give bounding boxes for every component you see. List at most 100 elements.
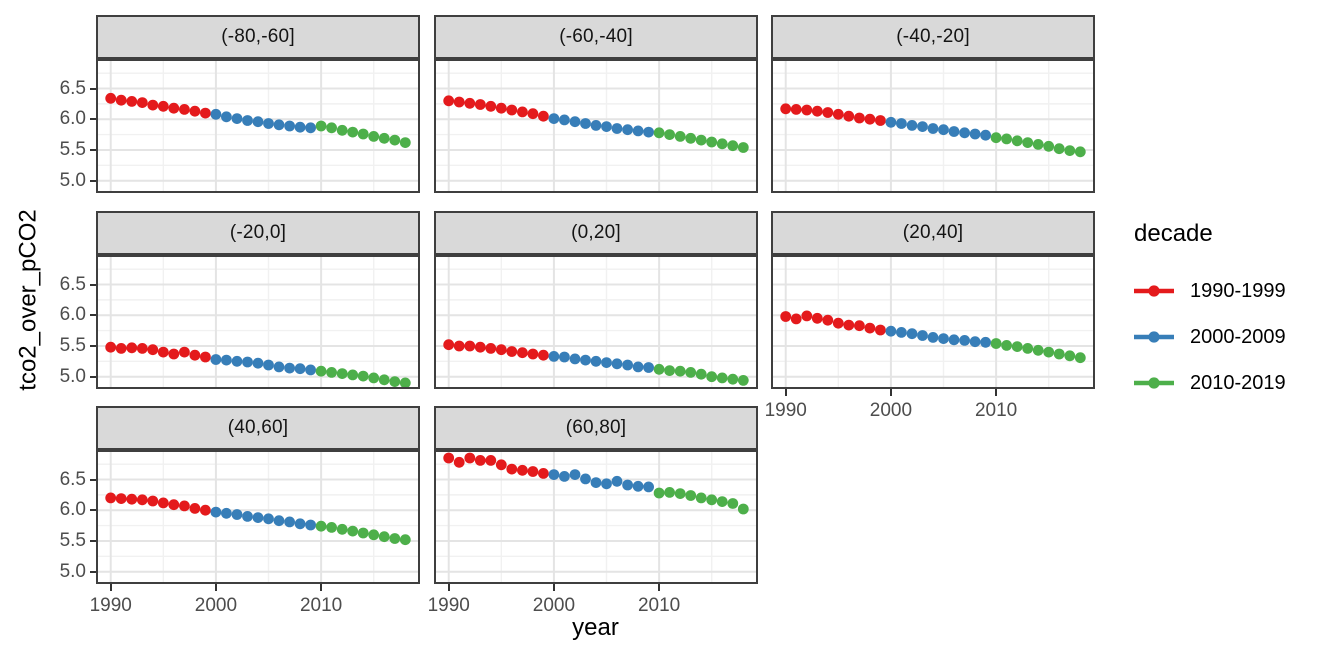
data-point xyxy=(1032,344,1044,356)
data-point xyxy=(443,452,455,464)
points-1990-1999 xyxy=(780,310,886,336)
data-point xyxy=(559,114,570,126)
y-tick-mark xyxy=(90,509,96,512)
data-point xyxy=(189,503,201,514)
data-point xyxy=(495,102,507,114)
x-tick-mark xyxy=(320,584,323,591)
facet-panel xyxy=(434,255,758,389)
points-2010-2019 xyxy=(990,338,1086,364)
data-point xyxy=(906,120,918,131)
data-point xyxy=(273,515,285,527)
data-point xyxy=(843,319,855,331)
facet-plot xyxy=(434,255,758,389)
data-point xyxy=(664,365,675,376)
data-point xyxy=(252,357,264,369)
y-tick-mark xyxy=(90,344,96,347)
legend-key-point xyxy=(1148,377,1160,389)
data-point xyxy=(801,104,813,116)
data-point xyxy=(242,511,253,522)
points-2000-2009 xyxy=(885,325,991,348)
legend-key-point xyxy=(1148,331,1160,343)
legend-entry: 2000-2009 xyxy=(1134,326,1286,348)
data-point xyxy=(221,354,232,366)
data-point xyxy=(200,107,211,119)
data-point xyxy=(569,116,581,128)
data-point xyxy=(347,369,359,381)
data-point xyxy=(157,497,169,509)
points-1990-1999 xyxy=(443,339,549,361)
data-point xyxy=(1074,146,1086,158)
data-point xyxy=(811,105,823,117)
points-2000-2009 xyxy=(210,506,316,531)
data-point xyxy=(643,362,654,373)
points-2000-2009 xyxy=(210,354,316,376)
data-point xyxy=(885,116,897,128)
data-point xyxy=(105,92,117,104)
data-point xyxy=(1064,145,1076,156)
facet-plot xyxy=(771,59,1095,193)
data-point xyxy=(590,477,602,488)
facet-label: (60,80] xyxy=(565,417,627,438)
data-point xyxy=(716,372,728,384)
data-point xyxy=(506,346,518,357)
facet-strip: (-80,-60] xyxy=(96,15,420,59)
data-point xyxy=(305,364,316,376)
data-point xyxy=(685,132,697,144)
data-point xyxy=(115,493,127,504)
x-tick-label: 2010 xyxy=(637,595,681,616)
data-point xyxy=(643,126,654,138)
data-point xyxy=(126,493,138,505)
data-point xyxy=(210,506,222,518)
data-point xyxy=(948,334,960,346)
data-point xyxy=(653,127,665,139)
data-point xyxy=(347,126,359,138)
data-point xyxy=(315,120,327,132)
data-point xyxy=(674,488,686,499)
data-point xyxy=(231,113,243,124)
points-2000-2009 xyxy=(548,469,654,493)
y-tick-mark xyxy=(90,314,96,317)
facet: (40,60] 6.5 6.0 5.5 5.0 1990 2000 2010 xyxy=(60,406,420,616)
data-point xyxy=(389,533,401,544)
data-point xyxy=(284,120,295,132)
x-tick-mark xyxy=(889,389,892,396)
points-1990-1999 xyxy=(443,452,549,479)
data-point xyxy=(252,512,264,523)
facet-strip: (-20,0] xyxy=(96,211,420,255)
data-point xyxy=(611,475,623,487)
points-1990-1999 xyxy=(105,492,211,516)
legend-key-icon xyxy=(1134,285,1174,297)
data-point xyxy=(305,122,316,134)
legend-label: 2010-2019 xyxy=(1190,371,1286,394)
data-point xyxy=(231,355,243,367)
data-point xyxy=(284,516,295,528)
x-tick-mark xyxy=(784,389,787,396)
y-tick-label: 5.5 xyxy=(59,138,86,160)
data-point xyxy=(506,104,518,116)
data-point xyxy=(801,310,813,322)
facet: (20,40] 1990 2000 2010 xyxy=(765,211,1095,421)
points-2000-2009 xyxy=(548,113,654,138)
data-point xyxy=(157,100,169,112)
data-point xyxy=(357,128,369,140)
data-point xyxy=(864,113,876,125)
facet-label: (-20,0] xyxy=(229,222,287,243)
data-point xyxy=(611,358,623,370)
y-tick-label: 6.5 xyxy=(59,273,86,295)
data-point xyxy=(474,99,486,110)
data-point xyxy=(611,123,623,134)
facet: (0,20] xyxy=(434,211,758,389)
data-point xyxy=(632,361,644,373)
data-point xyxy=(695,492,707,504)
y-tick-label: 6.0 xyxy=(59,304,86,326)
facet-panel xyxy=(96,450,420,584)
data-point xyxy=(527,348,539,360)
facet-plot xyxy=(96,255,420,389)
data-point xyxy=(189,105,201,117)
facet-strip: (40,60] xyxy=(96,406,420,450)
y-tick-label: 5.5 xyxy=(59,529,86,551)
data-point xyxy=(716,496,728,507)
data-point xyxy=(263,359,274,371)
data-point xyxy=(527,466,539,477)
data-point xyxy=(517,464,528,476)
